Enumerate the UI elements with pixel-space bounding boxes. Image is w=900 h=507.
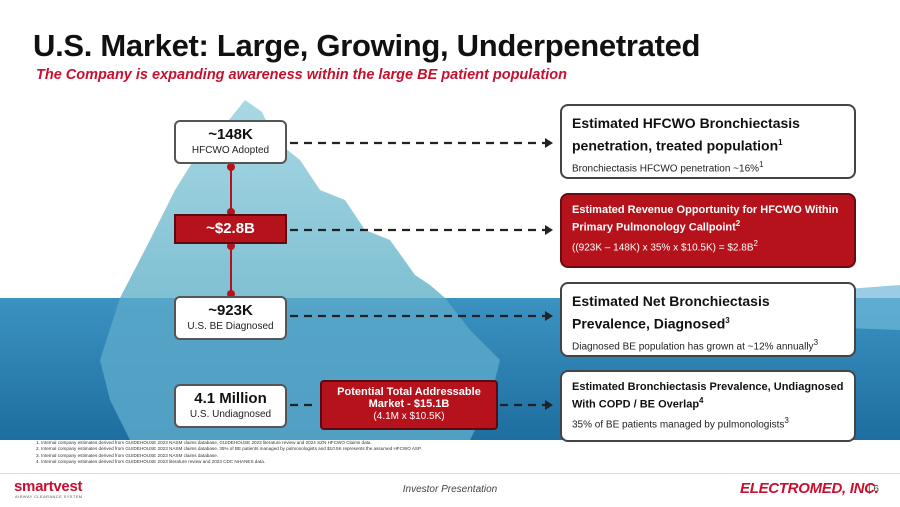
undiagnosed-value: 4.1 Million [194,390,267,407]
diagnosed-heading-sup: 3 [725,316,730,325]
diagnosed-desc: Diagnosed BE population has grown at ~12… [572,340,814,352]
footnote: 2. Internal company estimates derived fr… [36,446,422,452]
arrowhead-3 [545,311,553,321]
revenue-heading-sup: 2 [735,219,741,228]
hfcwo-adopted-value: ~148K [208,126,253,143]
page-number: | 6 [868,484,879,495]
penetration-heading-sup: 1 [778,138,783,147]
undiagnosed-box: 4.1 Million U.S. Undiagnosed [174,384,287,428]
revenue-desc: ((923K – 148K) x 35% x $10.5K) = $2.8B [572,241,754,253]
undiagnosed-desc: 35% of BE patients managed by pulmonolog… [572,418,785,430]
hfcwo-adopted-box: ~148K HFCWO Adopted [174,120,287,164]
diagnosed-heading: Estimated Net Bronchiectasis Prevalence,… [572,293,770,332]
arrowhead-2 [545,225,553,235]
right-box-diagnosed: Estimated Net Bronchiectasis Prevalence,… [560,282,856,357]
revenue-opportunity-box: ~$2.8B [174,214,287,244]
page-subtitle: The Company is expanding awareness withi… [36,67,567,83]
penetration-desc-sup: 1 [759,159,764,169]
arrowhead-4 [545,400,553,410]
smartvest-logo-tagline: AIRWAY CLEARANCE SYSTEM [15,494,83,499]
be-diagnosed-label: U.S. BE Diagnosed [187,321,274,332]
revenue-desc-sup: 2 [753,238,758,248]
tam-box: Potential Total Addressable Market - $15… [320,380,498,430]
footnotes: 1. Internal company estimates derived fr… [36,440,422,466]
electromed-brand: ELECTROMED, INC. [740,480,879,497]
undiagnosed-desc-sup: 3 [784,415,789,425]
page-title: U.S. Market: Large, Growing, Underpenetr… [33,28,701,63]
tam-line2: Market - $15.1B [368,398,450,410]
footer-caption: Investor Presentation [402,484,498,495]
right-box-revenue: Estimated Revenue Opportunity for HFCWO … [560,193,856,268]
connector-dot [227,163,235,171]
tam-line3: (4.1M x $10.5K) [373,411,445,422]
tam-line1: Potential Total Addressable [337,386,481,398]
right-box-penetration: Estimated HFCWO Bronchiectasis penetrati… [560,104,856,179]
footnote: 3. Internal company estimates derived fr… [36,452,219,458]
revenue-heading: Estimated Revenue Opportunity for HFCWO … [572,204,839,234]
diagnosed-desc-sup: 3 [813,337,819,347]
connectors [227,138,553,410]
be-diagnosed-value: ~923K [208,302,253,319]
undiagnosed-heading: Estimated Bronchiectasis Prevalence, Und… [572,381,844,411]
arrowhead-1 [545,138,553,148]
undiagnosed-label: U.S. Undiagnosed [189,409,272,420]
hfcwo-adopted-label: HFCWO Adopted [191,145,270,156]
penetration-desc: Bronchiectasis HFCWO penetration ~16% [572,162,760,174]
footnote: 1. Internal company estimates derived fr… [36,440,372,445]
penetration-heading: Estimated HFCWO Bronchiectasis penetrati… [572,115,800,154]
undiagnosed-heading-sup: 4 [699,396,704,405]
footnote: 4. Internal company estimates derived fr… [36,459,266,465]
footer-bar [0,473,900,507]
right-box-undiagnosed: Estimated Bronchiectasis Prevalence, Und… [560,370,856,442]
be-diagnosed-box: ~923K U.S. BE Diagnosed [174,296,287,340]
connector-dot [227,242,235,250]
smartvest-logo: smartvest [14,478,83,495]
